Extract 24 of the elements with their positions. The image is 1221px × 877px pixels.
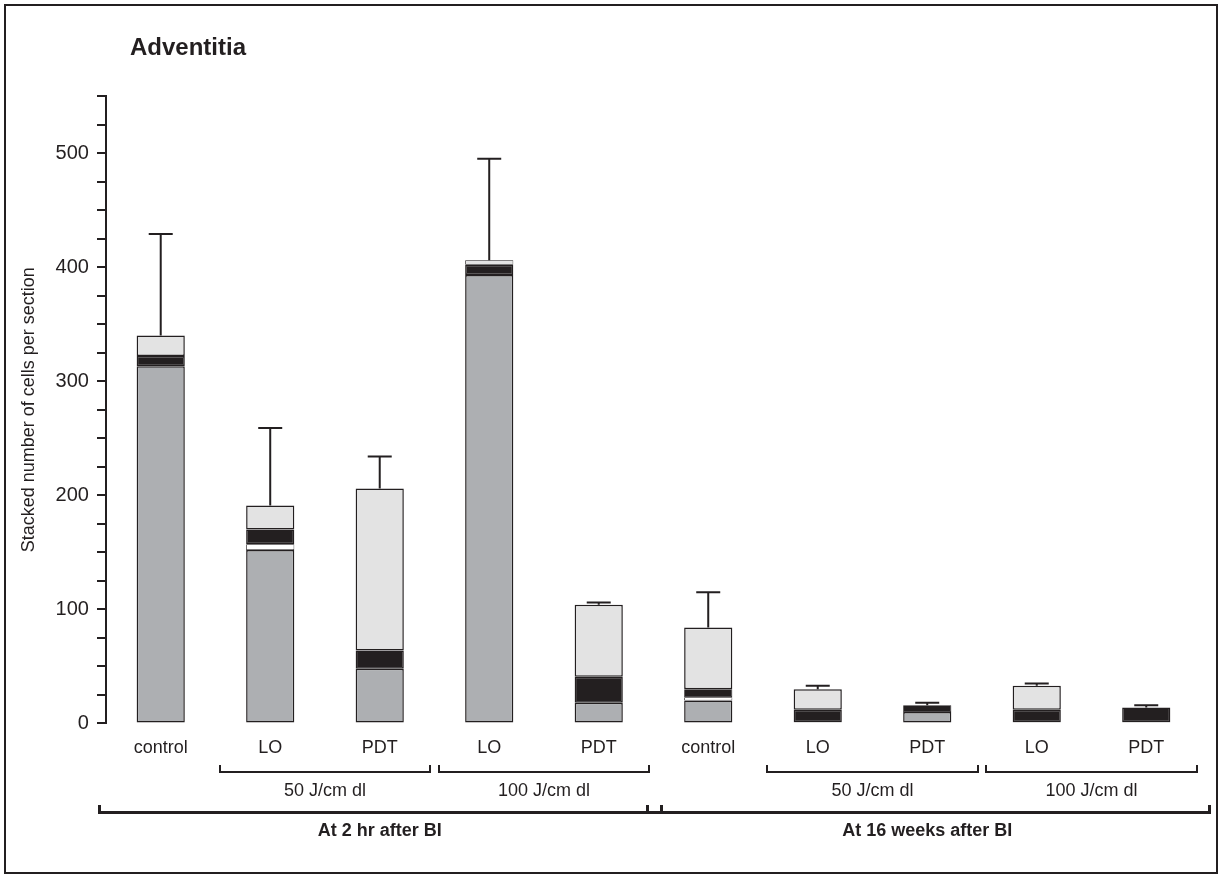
- y-axis-title: Stacked number of cells per section: [17, 267, 38, 553]
- x-tick-label: PDT: [909, 737, 946, 758]
- y-tick-label: 0: [77, 710, 89, 733]
- x-tick-label: PDT: [580, 737, 617, 758]
- x-tick-label: LO: [1024, 737, 1049, 758]
- y-tick-label: 500: [55, 140, 89, 163]
- x-tick-label: control: [133, 737, 188, 758]
- text: At 2 hr after BI: [317, 820, 442, 841]
- text: 50 J/cm dl: [283, 780, 366, 801]
- y-tick-label: 300: [55, 368, 89, 391]
- y-tick-label: 400: [55, 254, 89, 277]
- x-tick-label: LO: [477, 737, 502, 758]
- x-tick-label: LO: [258, 737, 283, 758]
- x-tick-label: PDT: [1128, 737, 1165, 758]
- x-tick-label: LO: [805, 737, 830, 758]
- y-tick-label: 200: [55, 482, 89, 505]
- text: 50 J/cm dl: [831, 780, 914, 801]
- chart-title: Adventitia: [129, 33, 247, 60]
- x-tick-label: control: [681, 737, 736, 758]
- text: At 16 weeks after BI: [842, 820, 1013, 841]
- x-tick-label: PDT: [361, 737, 398, 758]
- y-tick-label: 100: [55, 596, 89, 619]
- text: 100 J/cm dl: [497, 780, 590, 801]
- text: 100 J/cm dl: [1045, 780, 1138, 801]
